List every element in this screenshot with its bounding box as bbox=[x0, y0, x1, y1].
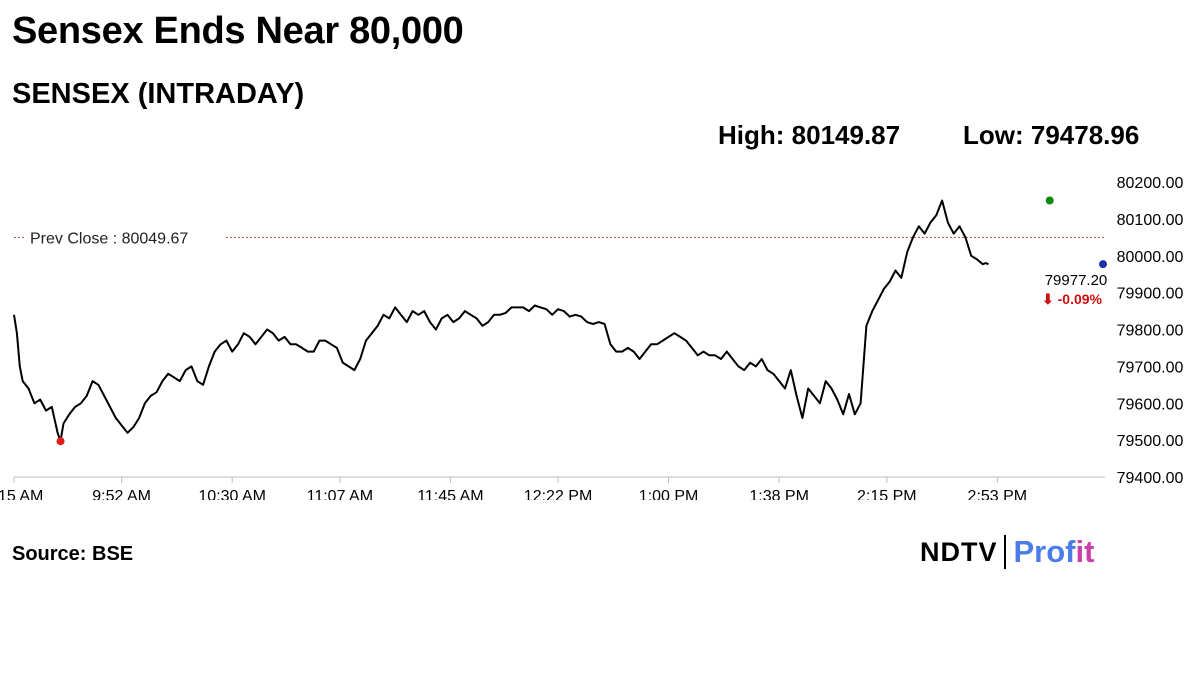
logo-ndtv-text: NDTV bbox=[920, 536, 998, 567]
x-tick-label: 2:53 PM bbox=[968, 488, 1028, 500]
x-tick-label: 11:45 AM bbox=[417, 488, 483, 500]
x-tick-label: 9:52 AM bbox=[92, 488, 151, 500]
y-tick-label: 79600.00 bbox=[1117, 396, 1184, 413]
x-tick-label: 12:22 PM bbox=[524, 488, 592, 500]
last-value-marker bbox=[1099, 260, 1107, 269]
logo-profit-text: Profit bbox=[1014, 534, 1095, 570]
y-tick-label: 80000.00 bbox=[1117, 249, 1184, 266]
x-tick-label: 1:00 PM bbox=[639, 488, 699, 500]
x-tick-label: 1:38 PM bbox=[749, 488, 809, 500]
high-value: High: 80149.87 bbox=[718, 120, 901, 150]
logo-profit-accent: it bbox=[1075, 534, 1095, 569]
intraday-line-chart: 9:15 AM 9:52 AM 10:30 AM 11:07 AM 11:45 AM 12… bbox=[0, 175, 1184, 500]
low-value: Low: 79478.96 bbox=[963, 120, 1140, 150]
x-tick-label: 11:07 AM bbox=[307, 488, 373, 500]
low-point-marker bbox=[56, 437, 65, 446]
y-tick-label: 79700.00 bbox=[1117, 359, 1184, 376]
logo-profit-main: Prof bbox=[1013, 534, 1076, 569]
y-tick-label: 79400.00 bbox=[1117, 470, 1184, 487]
brand-logo: NDTV Profit bbox=[920, 532, 1094, 572]
sensex-series-line bbox=[13, 199, 989, 443]
last-value-label: 79977.20 bbox=[1045, 272, 1108, 289]
change-percent-label: ⬇ -0.09% bbox=[1042, 291, 1103, 307]
logo-divider bbox=[1003, 535, 1006, 569]
y-tick-label: 80100.00 bbox=[1117, 212, 1184, 229]
x-tick-label: 9:15 AM bbox=[0, 488, 43, 500]
y-tick-label: 79800.00 bbox=[1117, 323, 1184, 340]
x-tick-label: 2:15 PM bbox=[857, 488, 917, 500]
y-tick-label: 79500.00 bbox=[1117, 433, 1184, 450]
x-tick-label: 10:30 AM bbox=[198, 488, 266, 500]
high-point-marker bbox=[1045, 196, 1054, 205]
y-tick-label: 80200.00 bbox=[1117, 175, 1184, 192]
headline: Sensex Ends Near 80,000 bbox=[12, 10, 464, 52]
y-tick-label: 79900.00 bbox=[1117, 286, 1184, 303]
source-label: Source: BSE bbox=[12, 543, 134, 565]
prev-close-label: Prev Close : 80049.67 bbox=[30, 230, 188, 247]
chart-subtitle: SENSEX (INTRADAY) bbox=[12, 78, 305, 110]
prev-close-label-bg bbox=[24, 226, 224, 249]
